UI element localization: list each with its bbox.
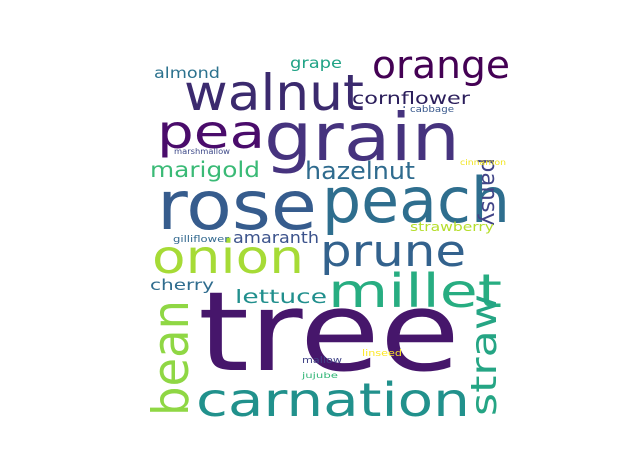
word-grain: grain xyxy=(264,99,460,176)
word-gilliflower: gilliflower xyxy=(173,235,229,245)
word-cabbage: cabbage xyxy=(410,105,455,115)
word-hazelnut: hazelnut xyxy=(305,157,415,185)
word-marigold: marigold xyxy=(150,158,260,182)
word-rose: rose xyxy=(157,167,317,246)
word-tiny-dot: · xyxy=(402,100,406,116)
word-cherry: cherry xyxy=(150,276,214,294)
word-marshmallow: marshmallow xyxy=(174,147,230,156)
word-pansy: pansy xyxy=(476,158,501,226)
word-bean: bean xyxy=(142,300,200,416)
word-onion: onion xyxy=(152,230,304,284)
word-walnut: walnut xyxy=(184,64,364,122)
word-amaranth: amaranth xyxy=(233,228,319,247)
word-prune: prune xyxy=(320,226,466,277)
word-grape: grape xyxy=(290,54,342,72)
word-millet: millet xyxy=(328,264,502,318)
word-almond: almond xyxy=(154,64,220,82)
word-lettuce: lettuce xyxy=(235,286,327,308)
word-mallow: mallow xyxy=(302,356,342,366)
word-carnation: carnation xyxy=(196,373,470,427)
word-pea: pea xyxy=(157,105,265,159)
word-tree: tree xyxy=(198,268,460,396)
word-peach: peach xyxy=(322,164,510,237)
word-jujube: jujube xyxy=(301,371,339,380)
word-cornflower: cornflower xyxy=(352,89,470,109)
word-cinnamon: cinnamon xyxy=(460,158,506,167)
word-orange: orange xyxy=(372,43,510,87)
word-straw: straw xyxy=(464,294,505,416)
word-linseed: linseed xyxy=(362,349,402,359)
word-strawberry: strawberry xyxy=(410,220,494,234)
